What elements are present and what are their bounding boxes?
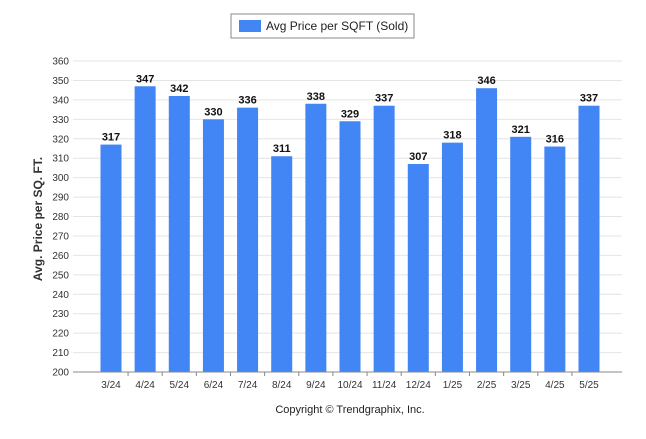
bar — [373, 105, 395, 373]
x-tick-label: 4/24 — [135, 380, 155, 391]
y-tick-label: 260 — [52, 251, 69, 262]
x-tick-label: 3/24 — [101, 380, 121, 391]
x-tick-label: 8/24 — [272, 380, 292, 391]
data-label: 307 — [409, 151, 427, 163]
bar — [407, 164, 429, 372]
x-tick-label: 2/25 — [477, 380, 497, 391]
bar — [271, 156, 293, 372]
bar — [544, 146, 566, 372]
y-tick-label: 200 — [52, 368, 69, 379]
data-label: 337 — [580, 93, 598, 105]
data-label: 330 — [204, 106, 222, 118]
y-tick-label: 320 — [52, 134, 69, 145]
legend: Avg Price per SQFT (Sold) — [230, 13, 415, 39]
data-label: 318 — [443, 130, 461, 142]
data-label: 336 — [238, 95, 256, 107]
y-tick-label: 310 — [52, 154, 69, 165]
bar — [441, 142, 463, 372]
bar — [134, 86, 156, 373]
y-tick-label: 330 — [52, 115, 69, 126]
legend-box — [230, 13, 415, 39]
bar — [578, 105, 600, 373]
data-label: 337 — [375, 93, 393, 105]
y-tick-label: 280 — [52, 212, 69, 223]
y-tick-label: 360 — [52, 57, 69, 68]
data-label: 329 — [341, 108, 359, 120]
y-tick-label: 220 — [52, 329, 69, 340]
data-label: 317 — [102, 132, 120, 144]
x-tick-label: 9/24 — [306, 380, 326, 391]
x-tick-label: 7/24 — [238, 380, 258, 391]
bar — [305, 103, 327, 372]
bar — [202, 119, 224, 372]
y-tick-label: 240 — [52, 290, 69, 301]
x-tick-label: 5/25 — [579, 380, 599, 391]
y-tick-label: 270 — [52, 231, 69, 242]
y-tick-label: 340 — [52, 95, 69, 106]
data-label: 342 — [170, 83, 188, 95]
y-tick-label: 250 — [52, 270, 69, 281]
bar — [237, 107, 259, 373]
bars — [100, 86, 600, 373]
x-tick-label: 12/24 — [406, 380, 431, 391]
x-axis-ticks: 3/24 4/24 5/24 6/24 7/24 8/24 9/24 10/24 11/24 12… — [101, 372, 599, 391]
y-tick-label: 350 — [52, 76, 69, 87]
data-label: 346 — [477, 75, 495, 87]
data-label: 311 — [273, 143, 291, 155]
data-label: 316 — [546, 134, 564, 146]
x-tick-label: 6/24 — [204, 380, 224, 391]
x-tick-label: 1/25 — [443, 380, 463, 391]
x-tick-label: 4/25 — [545, 380, 565, 391]
data-label: 321 — [512, 124, 530, 136]
data-label: 347 — [136, 73, 154, 85]
x-tick-label: 10/24 — [337, 380, 362, 391]
x-tick-label: 11/24 — [372, 380, 397, 391]
legend-swatch — [239, 20, 261, 32]
y-tick-label: 290 — [52, 193, 69, 204]
legend-label: Avg Price per SQFT (Sold) — [266, 19, 408, 33]
copyright-text: Copyright © Trendgraphix, Inc. — [275, 404, 424, 416]
bar — [510, 136, 532, 372]
x-tick-label: 3/25 — [511, 380, 531, 391]
data-label: 338 — [307, 91, 325, 103]
bar — [339, 121, 361, 372]
y-tick-label: 210 — [52, 348, 69, 359]
bar — [100, 144, 122, 372]
y-axis-title: Avg. Price per SQ. FT. — [31, 157, 45, 281]
x-tick-label: 5/24 — [170, 380, 190, 391]
y-tick-label: 230 — [52, 309, 69, 320]
bar — [476, 88, 498, 373]
data-labels: 317 347 342 330 336 311 338 329 337 307 318 346 321 3… — [102, 73, 598, 163]
bar — [168, 95, 190, 373]
y-axis-ticks: 200 210 220 230 240 250 260 270 280 290 300 310 320 3… — [52, 57, 69, 379]
y-tick-label: 300 — [52, 173, 69, 184]
